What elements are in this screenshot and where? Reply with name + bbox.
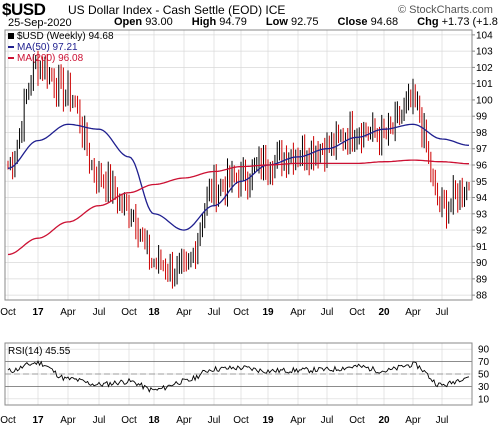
x-tick-label: Apr [405,415,421,426]
x-tick-label: 19 [262,307,274,318]
x-tick-label: Jul [436,415,449,426]
legend-ma200: MA(200) 96.08 [17,53,84,64]
x-tick-label: Apr [176,415,192,426]
high-label: High [191,16,217,28]
rsi-y-tick-label: 70 [478,357,490,368]
rsi-grid [5,343,472,405]
open-label: Open [114,16,143,28]
price-grid [5,30,472,300]
instrument-name: US Dollar Index - Cash Settle (EOD) ICE [68,3,285,17]
x-tick-label: Oct [121,307,137,318]
close-label: Close [337,16,368,28]
price-y-tick-label: 103 [476,47,493,58]
price-y-tick-label: 98 [476,128,488,139]
x-tick-label: Jul [436,307,449,318]
x-tick-label: Oct [0,415,16,426]
rsi-y-tick-label: 30 [478,382,490,393]
date-label: 25-Sep-2020 [8,17,72,29]
x-tick-label: 20 [378,415,390,426]
high-value: 94.79 [219,16,247,28]
x-tick-label: Jul [321,307,334,318]
price-y-axis: 88 89 90 91 92 93 94 95 96 97 98 99 100 101 102 103 104 [472,30,493,302]
legend-ma50: MA(50) 97.21 [17,42,78,53]
x-tick-label: Jul [321,415,334,426]
x-tick-label: Apr [176,307,192,318]
price-y-tick-label: 104 [476,30,493,41]
x-tick-label: 17 [32,307,44,318]
chg-label: Chg [417,16,439,28]
rsi-x-axis: Oct 17 Apr Jul Oct 18 Apr Jul Oct 19 Apr Jul Oct 20 Ap… [0,415,448,426]
x-tick-label: Apr [290,415,306,426]
price-y-tick-label: 96 [476,161,488,172]
price-y-tick-label: 102 [476,63,493,74]
price-y-tick-label: 101 [476,79,493,90]
x-tick-label: 18 [148,307,160,318]
low-label: Low [265,16,288,28]
x-tick-label: Oct [121,415,137,426]
x-tick-label: 17 [32,415,44,426]
rsi-y-tick-label: 90 [478,345,490,356]
price-y-tick-label: 95 [476,177,488,188]
x-tick-label: Jul [208,415,221,426]
price-y-tick-label: 90 [476,258,488,269]
x-tick-label: Oct [233,415,249,426]
x-tick-label: 20 [378,307,390,318]
price-y-tick-label: 92 [476,226,488,237]
x-tick-label: 18 [148,415,160,426]
rsi-y-tick-label: 50 [478,370,490,381]
price-legend: $USD (Weekly) 94.68 MA(50) 97.21 MA(200)… [8,31,114,64]
x-tick-label: Jul [93,415,106,426]
x-tick-label: 19 [262,415,274,426]
price-y-tick-label: 99 [476,112,488,123]
price-y-tick-label: 100 [476,95,493,106]
ohlc-readout: Open 93.00 High 94.79 Low 92.75 Close 94… [114,16,498,28]
legend-price: $USD (Weekly) 94.68 [17,31,114,42]
price-y-tick-label: 89 [476,274,488,285]
x-tick-label: Oct [349,307,365,318]
open-value: 93.00 [145,16,173,28]
price-y-tick-label: 93 [476,209,488,220]
x-tick-label: Apr [290,307,306,318]
x-tick-label: Oct [349,415,365,426]
price-y-tick-label: 88 [476,291,488,302]
stockcharts-watermark: © StockCharts.com [398,4,493,16]
x-tick-label: Apr [60,415,76,426]
rsi-y-tick-label: 10 [478,394,490,405]
x-tick-label: Jul [208,307,221,318]
price-y-tick-label: 97 [476,144,488,155]
legend-swatch-price [8,33,14,39]
price-x-axis: Oct 17 Apr Jul Oct 18 Apr Jul Oct 19 Apr Jul Oct 20 Ap… [0,307,448,318]
ma50-line [7,123,470,231]
low-value: 92.75 [290,16,319,28]
x-tick-label: Jul [93,307,106,318]
exchange-label: ICE [265,3,286,17]
x-tick-label: Oct [233,307,249,318]
price-y-tick-label: 94 [476,193,488,204]
moving-averages [7,123,470,256]
x-tick-label: Oct [0,307,16,318]
x-tick-label: Apr [405,307,421,318]
ma200-line [7,159,469,256]
rsi-line [7,360,470,393]
price-bars [7,50,470,289]
x-tick-label: Apr [60,307,76,318]
rsi-frame [4,342,473,406]
symbol-label: $USD [2,0,46,19]
instrument-title: US Dollar Index - Cash Settle (EOD) [68,3,263,17]
price-y-tick-label: 91 [476,242,488,253]
close-value: 94.68 [370,16,399,28]
legend-rsi: RSI(14) 45.55 [8,346,71,357]
chg-value: +1.73 (+1.86%) [441,16,498,28]
